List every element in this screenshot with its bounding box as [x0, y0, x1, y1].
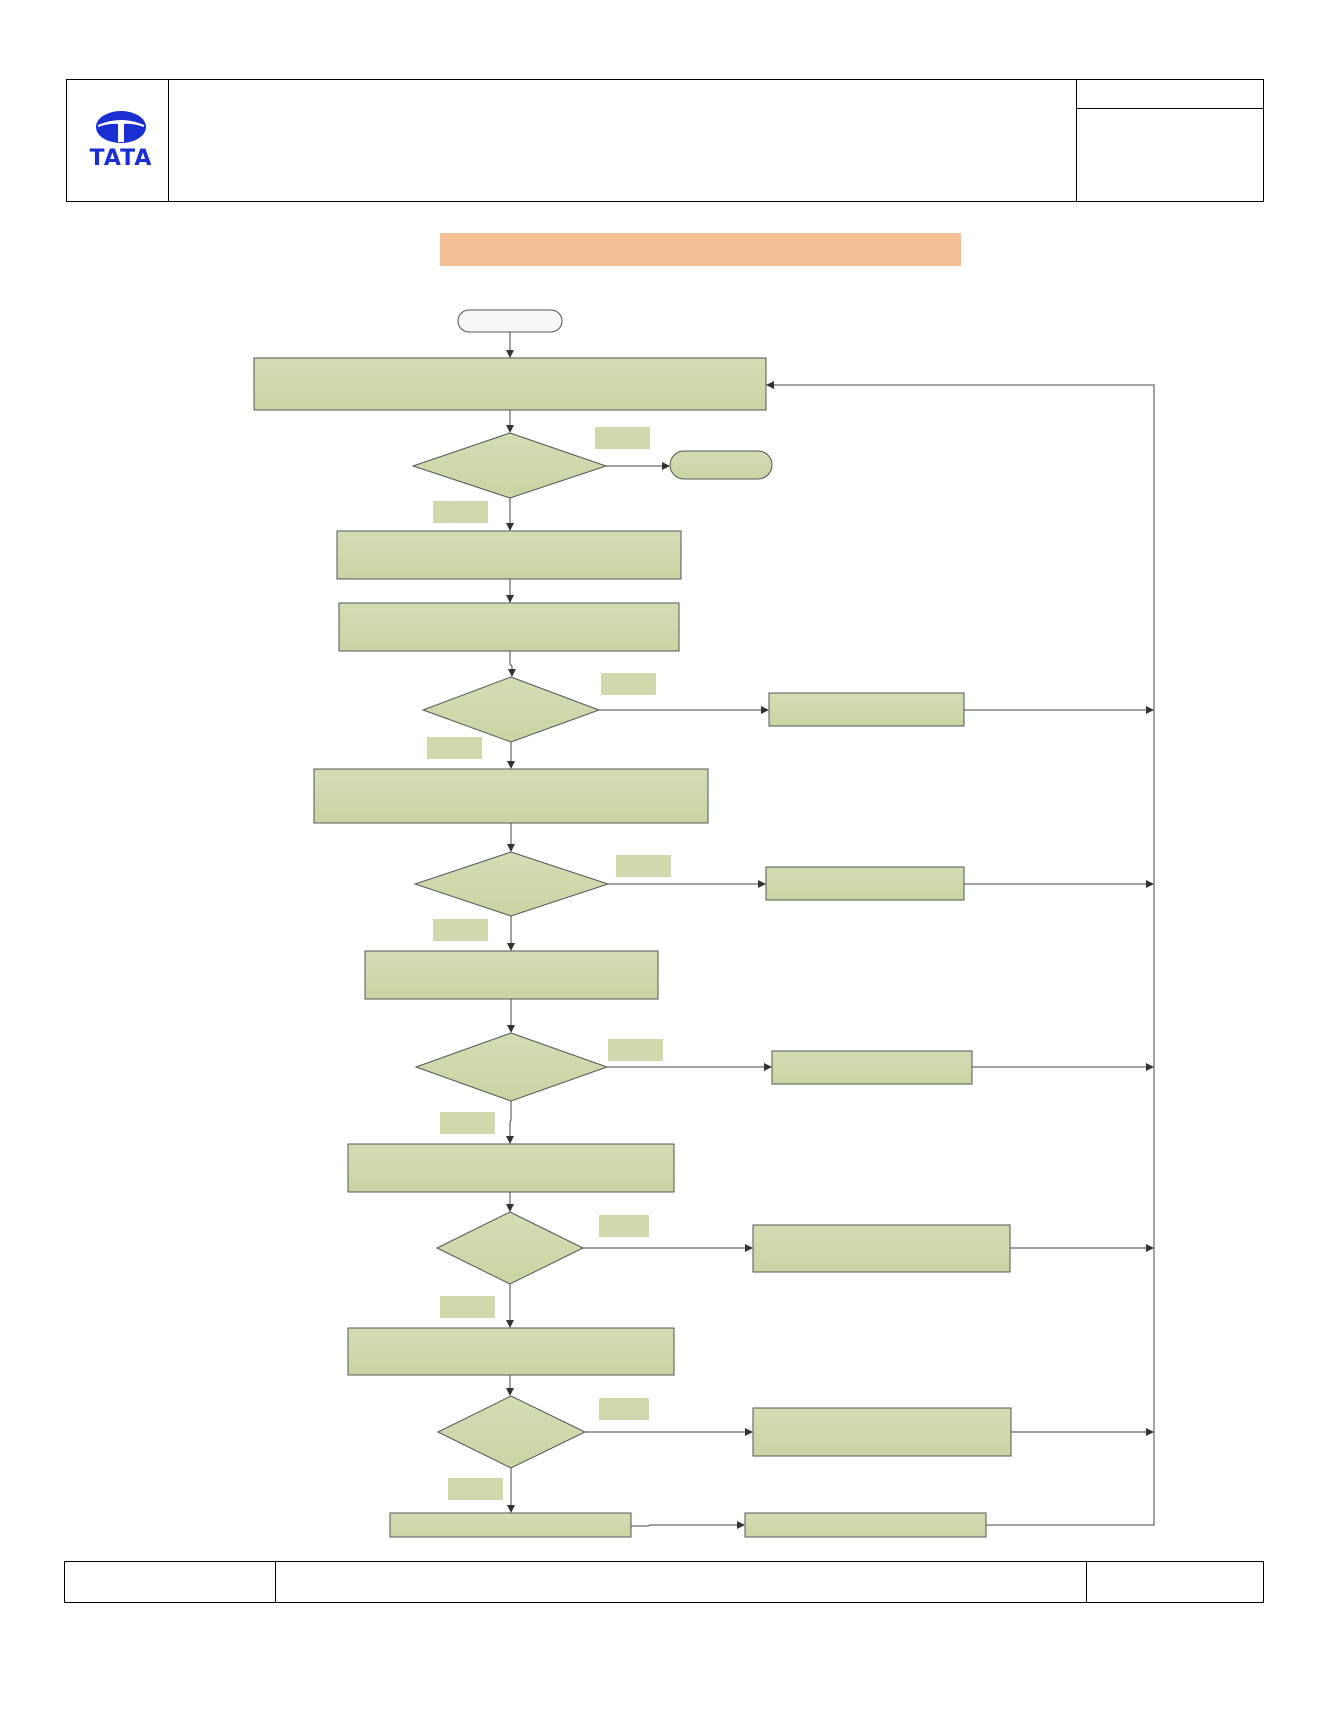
footer-right-text: [1087, 1562, 1263, 1586]
side-action-3: [771, 1050, 973, 1085]
branch-label-4: [427, 737, 482, 759]
branch-label-1: [595, 427, 650, 449]
process-step-3: [338, 602, 680, 652]
branch-label-6: [433, 919, 488, 941]
process-step-5: [364, 950, 659, 1000]
process-step-7: [347, 1327, 675, 1376]
tata-logo-mark: [96, 111, 146, 143]
branch-label-5: [616, 855, 671, 877]
branch-label-9: [599, 1215, 649, 1237]
process-step-8: [389, 1512, 632, 1538]
process-step-9: [744, 1512, 987, 1538]
footer-right-cell: [1086, 1561, 1264, 1603]
process-step-2: [336, 530, 682, 580]
end-terminal: [669, 450, 773, 480]
return-loop-line: [766, 381, 1155, 1526]
decision-4: [414, 1032, 609, 1102]
side-action-2: [765, 866, 965, 901]
decision-3: [413, 851, 610, 917]
header-logo-cell: [66, 79, 169, 202]
side-action-4: [752, 1224, 1011, 1273]
branch-label-2: [433, 501, 488, 523]
process-step-6: [347, 1143, 675, 1193]
process-step-4: [313, 768, 709, 824]
start-terminal: [457, 309, 563, 333]
tata-logo-text: TATA: [89, 146, 153, 171]
branch-label-11: [599, 1398, 649, 1420]
tata-logo: TATA: [86, 109, 156, 171]
side-action-1: [768, 692, 965, 727]
branch-label-10: [440, 1296, 495, 1318]
connector: [631, 1521, 745, 1529]
decision-1: [411, 432, 608, 499]
header-right-divider: [1076, 79, 1264, 109]
connector: [506, 1101, 514, 1144]
connector: [508, 651, 516, 677]
branch-label-7: [608, 1039, 663, 1061]
decision-5: [435, 1211, 585, 1285]
title-banner: [440, 233, 961, 266]
side-action-5: [752, 1407, 1012, 1457]
footer-left-cell: [64, 1561, 276, 1603]
process-step-1: [253, 357, 767, 411]
decision-2: [421, 676, 601, 743]
footer-left-text: [65, 1562, 275, 1586]
branch-label-12: [448, 1478, 503, 1500]
decision-6: [436, 1395, 587, 1469]
branch-label-8: [440, 1112, 495, 1134]
branch-label-3: [601, 673, 656, 695]
